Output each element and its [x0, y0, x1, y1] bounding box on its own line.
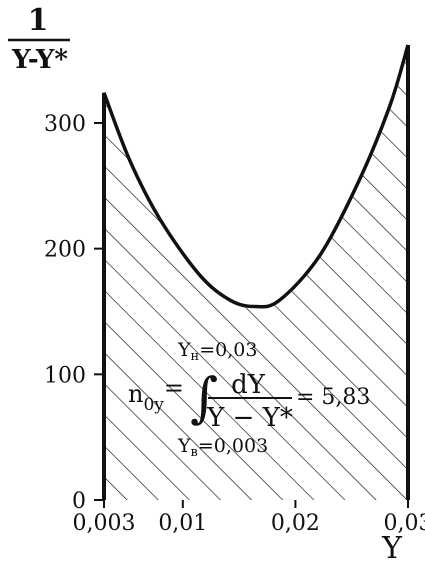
- y-tick-label: 200: [44, 238, 86, 263]
- y-tick-label: 300: [44, 112, 86, 137]
- x-tick-label: 0,03: [384, 511, 425, 536]
- y-tick-label: 0: [72, 489, 86, 514]
- upper-limit: Yн=0,03: [177, 339, 257, 364]
- x-tick-label: 0,02: [271, 511, 320, 536]
- formula-result: = 5,83: [296, 385, 370, 410]
- line: [102, 44, 410, 309]
- x-label: Y: [381, 531, 403, 566]
- lhs: n0y=: [128, 374, 184, 415]
- area: [104, 45, 408, 501]
- y-tick-label: 100: [44, 363, 86, 388]
- lower-limit: Yв=0,003: [177, 435, 268, 460]
- x-tick-label: 0,003: [73, 511, 136, 536]
- formula-denominator: Y − Y*: [206, 403, 293, 433]
- y-label-numerator: 1: [28, 3, 49, 38]
- formula-numerator: dY: [231, 370, 266, 400]
- y-label-denominator: Y-Y*: [11, 45, 68, 75]
- x-tick-label: 0,01: [158, 511, 207, 536]
